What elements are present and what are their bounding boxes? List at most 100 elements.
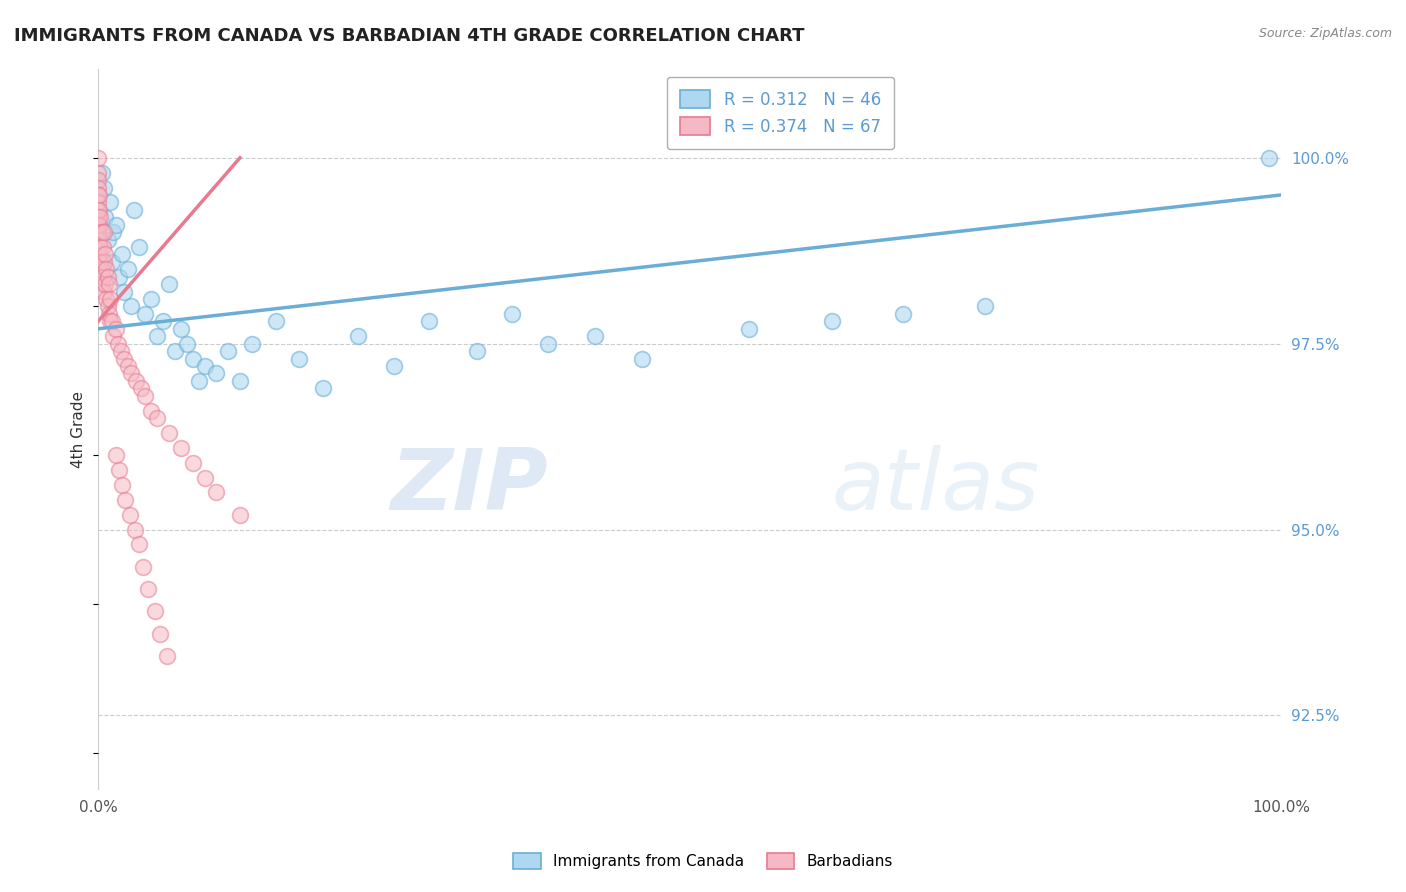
Point [98, 314, 121, 328]
Point [128, 240, 150, 254]
Point [96, 292, 118, 306]
Point [122, 202, 145, 217]
Point [89, 233, 111, 247]
Point [631, 351, 654, 366]
Point [96, 300, 118, 314]
Point [96, 262, 118, 277]
Text: ZIP: ZIP [389, 445, 547, 528]
Point [132, 559, 155, 574]
Point [157, 425, 180, 440]
Point [264, 314, 287, 328]
Point [117, 359, 139, 373]
Point [111, 247, 134, 261]
Point [94, 247, 117, 261]
Point [111, 478, 134, 492]
Point [124, 523, 146, 537]
Point [96, 269, 118, 284]
Point [91, 240, 114, 254]
Point [90, 166, 112, 180]
Point [103, 329, 125, 343]
Point [418, 314, 440, 328]
Point [128, 537, 150, 551]
Point [87, 211, 110, 225]
Point [97, 307, 120, 321]
Point [87, 180, 110, 194]
Point [90, 277, 112, 292]
Point [141, 292, 163, 306]
Point [94, 277, 117, 292]
Point [181, 351, 204, 366]
Point [163, 344, 186, 359]
Point [120, 300, 142, 314]
Point [104, 448, 127, 462]
Point [229, 374, 252, 388]
Point [89, 255, 111, 269]
Point [157, 277, 180, 292]
Point [108, 269, 131, 284]
Point [101, 314, 124, 328]
Point [891, 307, 914, 321]
Point [193, 359, 215, 373]
Point [89, 202, 111, 217]
Legend: Immigrants from Canada, Barbadians: Immigrants from Canada, Barbadians [508, 847, 898, 875]
Point [96, 233, 118, 247]
Point [205, 367, 228, 381]
Point [103, 225, 125, 239]
Point [87, 218, 110, 232]
Point [93, 180, 115, 194]
Point [146, 411, 169, 425]
Point [94, 211, 117, 225]
Point [176, 336, 198, 351]
Point [108, 463, 131, 477]
Point [90, 225, 112, 239]
Point [98, 195, 121, 210]
Point [118, 508, 141, 522]
Point [90, 262, 112, 277]
Point [129, 381, 152, 395]
Point [89, 188, 111, 202]
Legend: R = 0.312   N = 46, R = 0.374   N = 67: R = 0.312 N = 46, R = 0.374 N = 67 [666, 77, 894, 149]
Point [170, 441, 193, 455]
Point [181, 456, 204, 470]
Point [136, 582, 159, 596]
Point [97, 277, 120, 292]
Point [89, 218, 111, 232]
Point [347, 329, 370, 343]
Point [465, 344, 488, 359]
Point [974, 300, 997, 314]
Point [91, 269, 114, 284]
Point [536, 336, 558, 351]
Point [193, 470, 215, 484]
Point [114, 492, 136, 507]
Point [820, 314, 842, 328]
Point [93, 255, 115, 269]
Point [382, 359, 405, 373]
Point [146, 329, 169, 343]
Point [152, 314, 174, 328]
Point [187, 374, 209, 388]
Point [125, 374, 148, 388]
Point [170, 322, 193, 336]
Point [141, 403, 163, 417]
Point [240, 336, 263, 351]
Point [107, 336, 129, 351]
Point [312, 381, 335, 395]
Point [501, 307, 523, 321]
Point [93, 225, 115, 239]
Point [87, 202, 110, 217]
Point [112, 351, 135, 366]
Point [156, 648, 179, 663]
Point [205, 485, 228, 500]
Y-axis label: 4th Grade: 4th Grade [72, 391, 86, 467]
Point [98, 292, 121, 306]
Point [117, 262, 139, 277]
Point [104, 322, 127, 336]
Point [87, 151, 110, 165]
Point [134, 389, 156, 403]
Point [229, 508, 252, 522]
Point [134, 307, 156, 321]
Point [217, 344, 239, 359]
Point [87, 225, 110, 239]
Text: atlas: atlas [831, 445, 1039, 528]
Point [101, 255, 124, 269]
